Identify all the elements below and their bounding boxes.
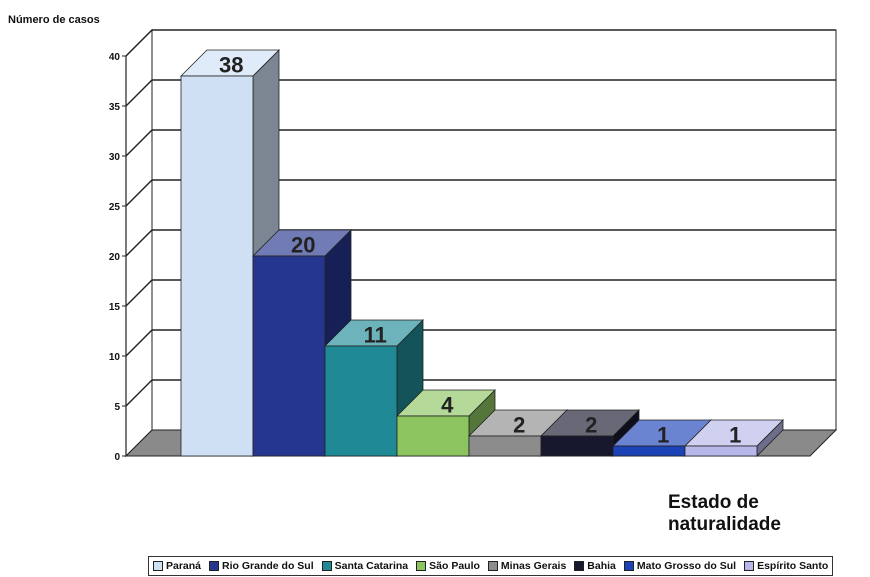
gridline <box>125 329 836 357</box>
legend-label: Rio Grande do Sul <box>222 560 314 572</box>
y-tick-label: 40 <box>109 52 121 63</box>
data-label: 1 <box>657 422 669 447</box>
bar <box>612 445 686 457</box>
bar <box>468 435 542 457</box>
legend-swatch <box>209 561 220 571</box>
legend-item: Santa Catarina <box>321 560 409 572</box>
data-label: 2 <box>513 412 525 437</box>
bar <box>180 75 254 457</box>
legend-label: São Paulo <box>429 560 480 572</box>
data-label: 20 <box>291 232 315 257</box>
bar <box>540 435 614 457</box>
y-tick-label: 15 <box>109 302 121 313</box>
bar <box>324 345 398 457</box>
legend-label: Minas Gerais <box>500 560 567 572</box>
legend-label: Paraná <box>166 560 202 572</box>
legend-swatch <box>416 561 427 571</box>
legend-swatch <box>321 561 332 571</box>
y-tick-label: 20 <box>109 252 121 263</box>
legend-item: Minas Gerais <box>487 560 567 572</box>
legend-swatch <box>744 561 755 571</box>
y-tick-label: 0 <box>114 452 120 463</box>
legend-item: Espírito Santo <box>744 560 828 572</box>
legend-item: Bahia <box>574 560 616 572</box>
legend-label: Espírito Santo <box>757 560 829 572</box>
legend-label: Bahia <box>587 560 616 572</box>
gridline <box>125 229 836 257</box>
legend-label: Santa Catarina <box>334 560 409 572</box>
gridline <box>125 379 836 407</box>
legend-item: Paraná <box>153 560 201 572</box>
x-axis-label: Estado de naturalidade <box>668 492 781 535</box>
bar <box>252 255 326 457</box>
y-tick-label: 35 <box>109 102 121 113</box>
legend-item: São Paulo <box>416 560 480 572</box>
y-tick-label: 10 <box>109 352 121 363</box>
legend-swatch <box>574 561 585 571</box>
legend-item: Mato Grosso do Sul <box>623 560 737 572</box>
chart-legend: Paraná Rio Grande do Sul Santa Catarina São… <box>148 556 834 576</box>
legend-swatch <box>487 561 498 571</box>
bar <box>396 415 470 457</box>
data-label: 38 <box>219 52 243 77</box>
data-label: 2 <box>585 412 597 437</box>
y-tick-label: 5 <box>114 402 120 413</box>
gridline <box>125 129 836 157</box>
gridline <box>125 79 836 107</box>
data-label: 4 <box>441 392 454 417</box>
y-tick-label: 30 <box>109 152 121 163</box>
data-label: 1 <box>729 422 741 447</box>
gridline <box>125 179 836 207</box>
y-axis-label: Número de casos <box>8 14 100 26</box>
data-label: 11 <box>364 322 387 347</box>
legend-item: Rio Grande do Sul <box>209 560 314 572</box>
legend-swatch <box>623 561 634 571</box>
y-tick-label: 25 <box>109 202 121 213</box>
bar <box>684 445 758 457</box>
gridline <box>125 29 836 57</box>
gridline <box>125 279 836 307</box>
legend-swatch <box>153 561 163 571</box>
legend-label: Mato Grosso do Sul <box>636 560 737 572</box>
